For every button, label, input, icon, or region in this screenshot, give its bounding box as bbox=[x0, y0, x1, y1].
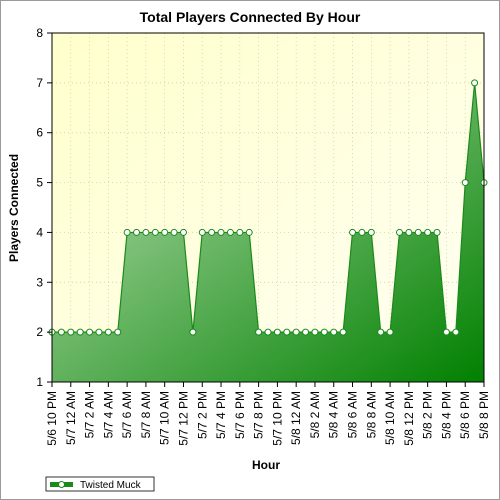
data-points bbox=[48, 79, 488, 336]
data-point bbox=[170, 228, 178, 236]
data-point bbox=[339, 328, 347, 336]
y-tick-label: 4 bbox=[36, 225, 43, 239]
data-point bbox=[264, 328, 272, 336]
legend-label: Twisted Muck bbox=[80, 480, 142, 491]
x-tick-label: 5/7 10 PM bbox=[270, 391, 284, 446]
x-axis-label: Hour bbox=[252, 458, 280, 472]
x-tick-label: 5/7 12 AM bbox=[64, 391, 78, 445]
x-tick-label: 5/7 6 AM bbox=[120, 391, 134, 438]
y-tick-label: 7 bbox=[36, 76, 43, 90]
y-tick-label: 6 bbox=[36, 126, 43, 140]
data-point bbox=[471, 79, 479, 87]
x-tick-label: 5/6 10 PM bbox=[45, 391, 59, 446]
data-point bbox=[123, 228, 131, 236]
y-tick-label: 2 bbox=[36, 325, 43, 339]
data-point bbox=[133, 228, 141, 236]
area-fill bbox=[52, 82, 484, 383]
data-point bbox=[104, 328, 112, 336]
x-tick-label: 5/8 6 AM bbox=[346, 391, 360, 438]
x-tick-label: 5/8 2 AM bbox=[308, 391, 322, 438]
x-tick-label: 5/7 2 PM bbox=[195, 391, 209, 439]
data-point bbox=[67, 328, 75, 336]
data-point bbox=[358, 228, 366, 236]
data-point bbox=[367, 228, 375, 236]
x-tick-label: 5/7 8 PM bbox=[252, 391, 266, 439]
x-tick-label: 5/7 6 PM bbox=[233, 391, 247, 439]
data-point bbox=[292, 328, 300, 336]
data-point bbox=[461, 179, 469, 187]
data-point bbox=[302, 328, 310, 336]
data-point bbox=[95, 328, 103, 336]
x-tick-labels: 5/6 10 PM 5/7 12 AM 5/7 2 AM 5/7 4 AM 5/7 6 … bbox=[45, 391, 491, 446]
data-point bbox=[236, 228, 244, 236]
x-tick-label: 5/8 4 AM bbox=[327, 391, 341, 438]
data-point bbox=[414, 228, 422, 236]
data-point bbox=[226, 228, 234, 236]
data-point bbox=[311, 328, 319, 336]
axes bbox=[47, 32, 485, 387]
x-tick-label: 5/8 6 PM bbox=[458, 391, 472, 439]
x-tick-label: 5/8 8 AM bbox=[364, 391, 378, 438]
data-point bbox=[76, 328, 84, 336]
y-tick-label: 1 bbox=[36, 375, 43, 389]
x-tick-label: 5/8 8 PM bbox=[477, 391, 491, 439]
data-point bbox=[273, 328, 281, 336]
data-point bbox=[161, 228, 169, 236]
legend-marker bbox=[58, 481, 65, 488]
data-point bbox=[433, 228, 441, 236]
y-tick-label: 5 bbox=[36, 176, 43, 190]
x-tick-label: 5/7 4 AM bbox=[101, 391, 115, 438]
x-tick-label: 5/8 12 AM bbox=[289, 391, 303, 445]
plot-border bbox=[51, 32, 485, 383]
x-tick-label: 5/7 2 AM bbox=[83, 391, 97, 438]
data-point bbox=[349, 228, 357, 236]
data-point bbox=[395, 228, 403, 236]
data-point bbox=[142, 228, 150, 236]
chart-title: Total Players Connected By Hour bbox=[140, 9, 361, 25]
x-tick-label: 5/8 4 PM bbox=[439, 391, 453, 439]
data-point bbox=[57, 328, 65, 336]
data-point bbox=[405, 228, 413, 236]
y-tick-labels: 1 2 3 4 5 6 7 8 bbox=[36, 26, 43, 389]
x-tick-label: 5/7 8 AM bbox=[139, 391, 153, 438]
data-point bbox=[86, 328, 94, 336]
x-tick-label: 5/7 4 PM bbox=[214, 391, 228, 439]
data-point bbox=[208, 228, 216, 236]
data-point bbox=[283, 328, 291, 336]
data-point bbox=[452, 328, 460, 336]
data-point bbox=[198, 228, 206, 236]
y-axis-label: Players Connected bbox=[7, 154, 21, 262]
data-point bbox=[217, 228, 225, 236]
data-point bbox=[330, 328, 338, 336]
data-point bbox=[151, 228, 159, 236]
data-point bbox=[245, 228, 253, 236]
x-tick-label: 5/8 2 PM bbox=[421, 391, 435, 439]
x-tick-label: 5/8 12 PM bbox=[402, 391, 416, 446]
x-tick-label: 5/7 12 PM bbox=[176, 391, 190, 446]
x-tick-label: 5/7 10 AM bbox=[158, 391, 172, 445]
data-point bbox=[386, 328, 394, 336]
data-point bbox=[179, 228, 187, 236]
data-point bbox=[320, 328, 328, 336]
legend: Twisted Muck bbox=[45, 476, 155, 492]
data-point bbox=[255, 328, 263, 336]
data-point bbox=[424, 228, 432, 236]
data-point bbox=[377, 328, 385, 336]
legend-box bbox=[45, 476, 155, 492]
data-point bbox=[189, 328, 197, 336]
y-tick-label: 3 bbox=[36, 275, 43, 289]
x-tick-label: 5/8 10 AM bbox=[383, 391, 397, 445]
data-point bbox=[442, 328, 450, 336]
y-tick-label: 8 bbox=[36, 26, 43, 40]
data-point bbox=[114, 328, 122, 336]
